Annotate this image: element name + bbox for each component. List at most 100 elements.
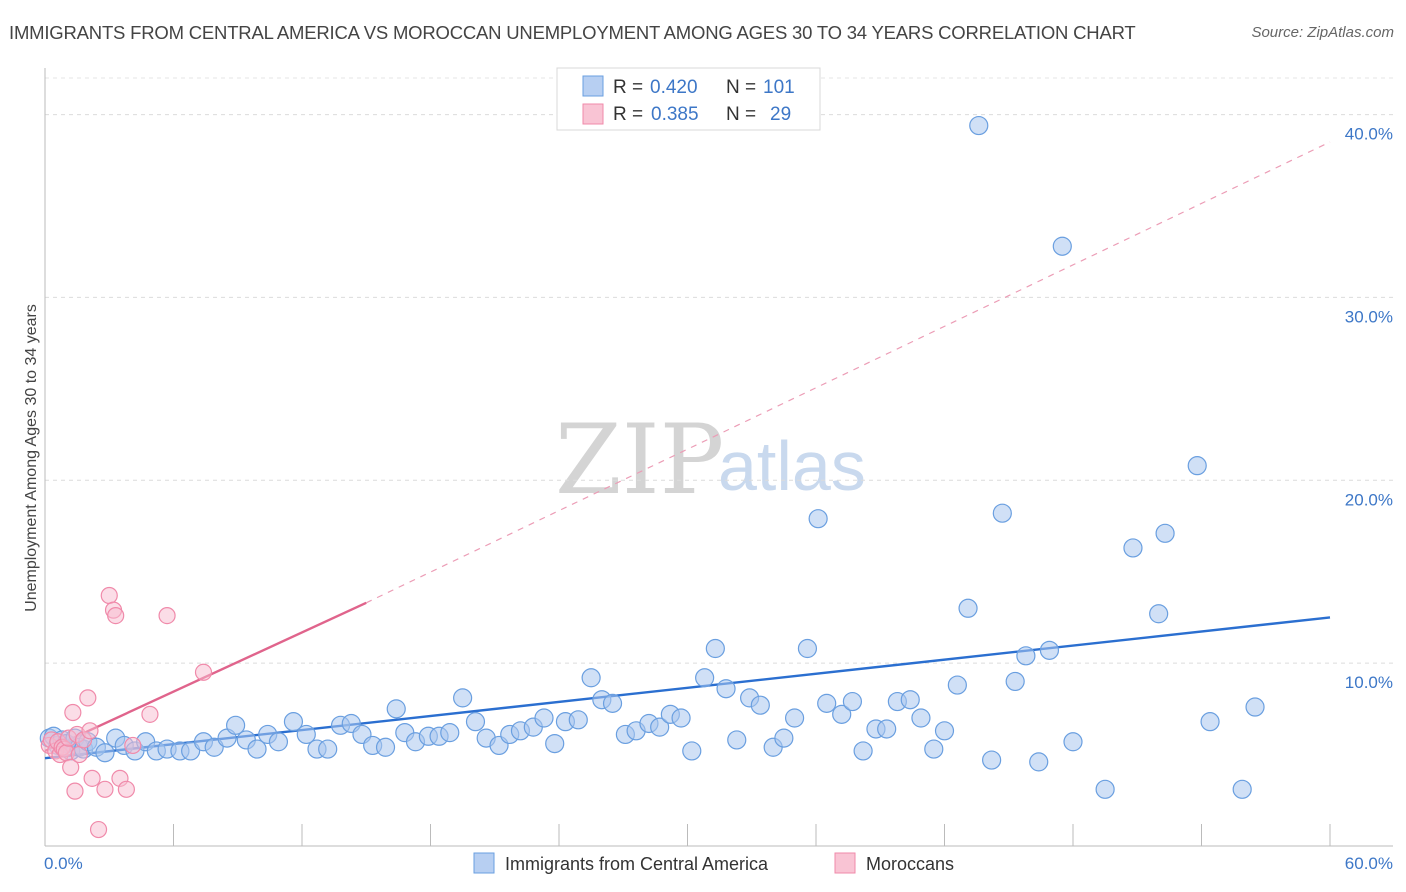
legend-r-label-1: R = bbox=[613, 77, 643, 98]
pink-point bbox=[96, 780, 114, 798]
trend-line-moroccans-extended bbox=[365, 141, 1331, 604]
blue-point bbox=[1016, 646, 1036, 666]
pink-point bbox=[83, 769, 101, 787]
blue-point bbox=[1095, 779, 1115, 799]
blue-point bbox=[716, 679, 736, 699]
pink-point bbox=[66, 782, 84, 800]
blue-point bbox=[774, 728, 794, 748]
bottom-legend-label-pink: Moroccans bbox=[866, 854, 954, 874]
blue-point bbox=[283, 712, 304, 732]
watermark-zip: ZIP bbox=[555, 404, 724, 516]
pink-point bbox=[100, 586, 118, 605]
pink-point bbox=[81, 722, 99, 740]
blue-point bbox=[705, 638, 725, 659]
data-points bbox=[39, 115, 1265, 839]
blue-point bbox=[671, 708, 691, 728]
x-tick-label-min: 0.0% bbox=[44, 854, 83, 873]
bottom-legend-label-blue: Immigrants from Central America bbox=[505, 854, 769, 874]
blue-point bbox=[727, 730, 747, 750]
pink-point bbox=[89, 820, 108, 839]
blue-point bbox=[982, 750, 1002, 770]
pink-point bbox=[124, 736, 142, 755]
blue-point bbox=[1029, 752, 1049, 772]
blue-point bbox=[581, 668, 601, 688]
blue-point bbox=[1063, 732, 1083, 752]
blue-point bbox=[911, 708, 931, 728]
legend-swatch-blue bbox=[582, 75, 604, 97]
bottom-legend-swatch-pink bbox=[834, 852, 856, 874]
pink-point bbox=[62, 758, 80, 776]
blue-point bbox=[958, 598, 978, 618]
blue-point bbox=[453, 688, 473, 708]
blue-point bbox=[602, 693, 623, 713]
blue-point bbox=[318, 739, 338, 759]
pink-point bbox=[141, 705, 159, 723]
blue-point bbox=[1232, 779, 1252, 799]
pink-point bbox=[194, 663, 213, 681]
blue-point bbox=[226, 715, 246, 735]
pink-point bbox=[158, 606, 176, 625]
y-axis-label: Unemployment Among Ages 30 to 34 years bbox=[23, 304, 40, 612]
blue-point bbox=[375, 737, 396, 757]
watermark-atlas: atlas bbox=[718, 427, 866, 505]
legend-n-value-2: 29 bbox=[770, 104, 791, 125]
legend-box: R = 0.420 N = 101 R = 0.385 N = 29 bbox=[556, 67, 821, 131]
blue-point bbox=[808, 509, 828, 529]
blue-point bbox=[900, 690, 920, 710]
y-tick-label: 30.0% bbox=[1345, 307, 1393, 326]
legend-swatch-pink bbox=[582, 103, 604, 125]
blue-point bbox=[853, 741, 873, 761]
blue-point bbox=[1245, 697, 1265, 717]
blue-point bbox=[534, 708, 554, 728]
source-label: Source: ZipAtlas.com bbox=[1251, 24, 1394, 41]
blue-point bbox=[992, 503, 1012, 523]
blue-point bbox=[682, 741, 702, 761]
blue-point bbox=[1123, 538, 1143, 558]
blue-point bbox=[969, 115, 989, 136]
blue-point bbox=[545, 733, 565, 754]
blue-point bbox=[1149, 604, 1169, 624]
axes: 10.0% 20.0% 30.0% 40.0% bbox=[44, 68, 1393, 847]
blue-point bbox=[1005, 671, 1025, 692]
blue-point bbox=[247, 739, 267, 759]
pink-point bbox=[107, 606, 125, 625]
blue-point bbox=[465, 712, 486, 732]
blue-point bbox=[386, 699, 406, 719]
y-tick-label: 10.0% bbox=[1345, 673, 1393, 692]
blue-point bbox=[268, 732, 289, 752]
grid-lines bbox=[45, 77, 1393, 664]
blue-point bbox=[1200, 712, 1220, 732]
pink-point bbox=[79, 689, 97, 707]
legend-r-label-2: R = bbox=[613, 104, 643, 125]
blue-point bbox=[695, 668, 715, 688]
blue-point bbox=[1052, 236, 1072, 256]
legend-r-value-1: 0.420 bbox=[650, 77, 698, 98]
blue-point bbox=[440, 723, 460, 743]
blue-point bbox=[924, 739, 944, 759]
blue-point bbox=[750, 695, 770, 715]
blue-point bbox=[817, 693, 837, 713]
y-tick-label: 40.0% bbox=[1345, 125, 1393, 144]
blue-point bbox=[797, 638, 818, 659]
blue-point bbox=[1187, 456, 1207, 476]
blue-point bbox=[832, 704, 852, 724]
blue-point bbox=[947, 675, 967, 695]
pink-point bbox=[64, 703, 82, 722]
blue-point bbox=[842, 691, 863, 712]
bottom-legend: Immigrants from Central America Moroccan… bbox=[473, 852, 954, 874]
x-tick-label-max: 60.0% bbox=[1345, 854, 1393, 873]
blue-point bbox=[1155, 523, 1175, 543]
chart-title: IMMIGRANTS FROM CENTRAL AMERICA VS MOROC… bbox=[9, 22, 1136, 43]
pink-point bbox=[117, 780, 135, 798]
blue-point bbox=[95, 743, 115, 763]
blue-point bbox=[877, 719, 897, 739]
blue-point bbox=[296, 724, 316, 745]
legend-n-label-1: N = bbox=[726, 77, 756, 98]
legend-n-label-2: N = bbox=[726, 104, 756, 125]
y-tick-label: 20.0% bbox=[1345, 490, 1393, 509]
legend-n-value-1: 101 bbox=[763, 77, 795, 98]
blue-point bbox=[650, 717, 670, 737]
blue-point bbox=[568, 710, 588, 730]
legend-r-value-2: 0.385 bbox=[651, 104, 699, 125]
